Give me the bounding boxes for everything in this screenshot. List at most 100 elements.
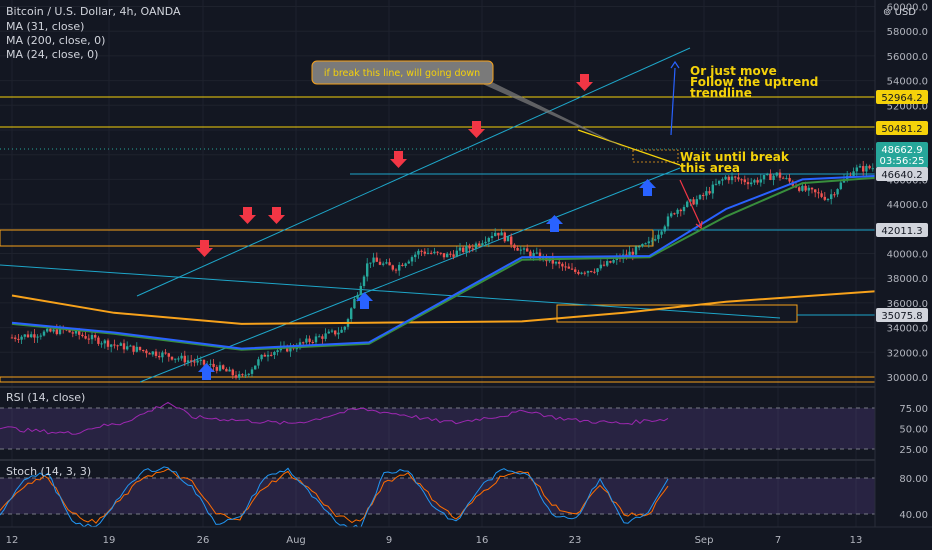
time-axis[interactable] — [0, 527, 932, 550]
candle-body — [455, 250, 458, 257]
red-arrow-icon — [576, 74, 593, 91]
annotation-uptrend-line-3: trendline — [690, 86, 752, 100]
rsi-label[interactable]: RSI (14, close) — [6, 391, 86, 404]
legend-ma200[interactable]: MA (200, close, 0) — [6, 34, 106, 47]
candle-body — [382, 263, 385, 265]
legend-ma31[interactable]: MA (31, close) — [6, 20, 85, 33]
candle-body — [228, 369, 231, 372]
blue-arrow-icon — [356, 292, 373, 309]
candle-body — [132, 345, 135, 352]
price-tick-label: 54000.0 — [887, 77, 928, 88]
price-tick-label: 58000.0 — [887, 27, 928, 38]
rsi-line — [0, 401, 669, 435]
candle-body — [225, 368, 228, 372]
candle-body — [593, 271, 596, 273]
annotation-uptrend-line-2: Follow the uptrend — [690, 75, 818, 89]
ma-31-line — [11, 173, 932, 350]
candle-body — [554, 261, 558, 264]
candle-body — [439, 252, 442, 254]
candle-body — [535, 252, 538, 254]
candle-body — [362, 276, 366, 286]
candle-body — [337, 332, 340, 335]
candle-body — [135, 346, 138, 352]
candle-body — [148, 353, 151, 355]
candle-body — [868, 165, 871, 169]
candle-body — [222, 365, 225, 369]
candle-body — [311, 341, 314, 343]
candle-body — [506, 236, 510, 242]
time-tick-label: 12 — [6, 535, 19, 546]
legend-symbol[interactable]: Bitcoin / U.S. Dollar, 4h, OANDA — [6, 5, 181, 18]
candle-body — [737, 177, 740, 180]
candle-body — [577, 271, 580, 274]
orange-box-42000[interactable] — [0, 229, 654, 247]
candle-body — [628, 251, 631, 256]
candle-body — [833, 194, 836, 196]
candle-body — [756, 180, 759, 183]
candle-body — [471, 248, 474, 250]
candle-body — [695, 199, 698, 205]
callout-text: if break this line, will going down — [324, 68, 480, 79]
candle-body — [244, 374, 247, 376]
stoch-label[interactable]: Stoch (14, 3, 3) — [6, 465, 92, 478]
price-tick-label: 56000.0 — [887, 52, 928, 63]
candle-body — [858, 166, 862, 168]
candle-body — [734, 176, 737, 178]
legend-ma24[interactable]: MA (24, close, 0) — [6, 48, 99, 61]
time-tick-label: Sep — [695, 535, 714, 546]
wait-zone-box[interactable] — [632, 149, 679, 163]
candle-body — [647, 241, 650, 244]
channel-upper-line[interactable] — [136, 47, 691, 297]
resistance-trendline[interactable] — [577, 129, 681, 166]
candle-body — [68, 329, 71, 333]
candle-body — [481, 243, 484, 246]
candle-body — [788, 177, 791, 182]
candle-body — [490, 236, 494, 238]
candle-body — [810, 187, 814, 190]
candle-body — [487, 237, 490, 242]
candle-body — [129, 345, 132, 347]
candle-body — [372, 257, 375, 263]
candle-body — [324, 333, 327, 339]
currency-label[interactable]: ⊚ USD — [883, 7, 916, 18]
candle-body — [174, 358, 177, 360]
horizontal-levels[interactable] — [0, 96, 876, 383]
orange-box-35000[interactable] — [556, 304, 798, 323]
candle-body — [612, 259, 615, 263]
candle-body — [276, 350, 279, 353]
candle-body — [551, 257, 554, 264]
callout-pointer — [478, 82, 630, 150]
candle-body — [692, 199, 695, 205]
candle-body — [631, 251, 634, 255]
candle-body — [519, 249, 522, 251]
annotation-wait-line-2: this area — [680, 161, 740, 175]
candle-body — [74, 330, 78, 334]
candle-body — [570, 268, 574, 270]
candle-body — [343, 326, 346, 330]
time-tick-label: 26 — [197, 535, 210, 546]
callout[interactable]: if break this line, will going down — [311, 60, 630, 150]
candle-body — [638, 246, 641, 248]
candle-body — [449, 253, 452, 255]
candle-body — [42, 331, 46, 336]
candle-body — [478, 243, 481, 246]
candle-body — [526, 248, 529, 252]
candle-body — [209, 363, 212, 365]
candle-body — [334, 330, 337, 335]
projection-arrows — [670, 60, 703, 230]
candle-body — [234, 375, 238, 378]
candle-body — [212, 363, 215, 367]
callout-box[interactable] — [311, 60, 494, 85]
candle-body — [398, 264, 401, 271]
rsi-band — [0, 408, 875, 449]
candle-body — [436, 251, 439, 253]
price-axis[interactable] — [875, 0, 932, 527]
time-ticks: 12 19 26 Aug 9 16 23 Sep 7 13 — [6, 535, 863, 546]
candle-body — [385, 262, 388, 264]
candle-body — [318, 336, 321, 338]
candle-body — [350, 308, 353, 320]
candle-body — [122, 343, 126, 350]
candle-body — [407, 261, 410, 264]
